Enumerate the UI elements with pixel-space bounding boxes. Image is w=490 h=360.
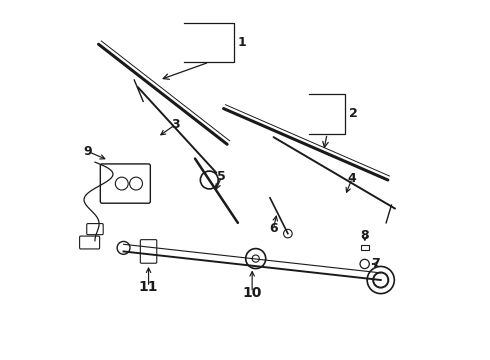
Text: 2: 2 <box>348 107 357 120</box>
Text: 10: 10 <box>243 285 262 300</box>
Text: 9: 9 <box>83 145 92 158</box>
Text: 5: 5 <box>218 170 226 183</box>
FancyBboxPatch shape <box>79 236 99 249</box>
FancyBboxPatch shape <box>100 164 150 203</box>
Text: 7: 7 <box>371 257 380 270</box>
Text: 4: 4 <box>348 172 357 185</box>
Text: 6: 6 <box>270 222 278 235</box>
Text: 8: 8 <box>360 229 369 242</box>
FancyBboxPatch shape <box>87 224 103 235</box>
Text: 11: 11 <box>139 280 158 294</box>
Text: 1: 1 <box>238 36 246 49</box>
FancyBboxPatch shape <box>140 240 157 263</box>
Bar <box>361 245 368 249</box>
Text: 3: 3 <box>171 118 180 131</box>
